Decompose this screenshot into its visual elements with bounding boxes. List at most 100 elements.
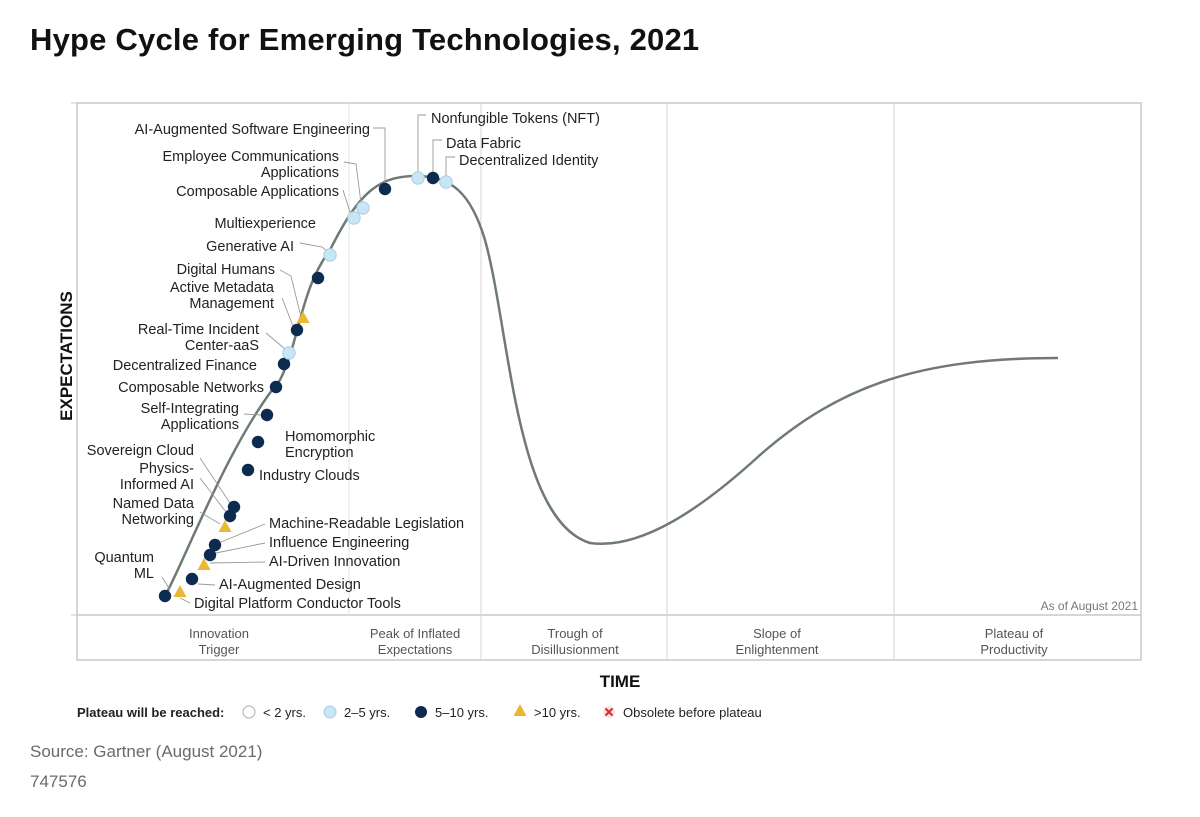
leader-line [417, 114, 426, 172]
technology-label: AI-Augmented Software Engineering [135, 122, 370, 138]
legend-label: Obsolete before plateau [623, 705, 762, 720]
technology-label-line: Industry Clouds [259, 468, 360, 484]
technology-label-line: Sovereign Cloud [87, 443, 194, 459]
technology-label: Generative AI [206, 239, 294, 255]
technology-label-line: Informed AI [120, 477, 194, 493]
technology-label: Digital Platform Conductor Tools [194, 596, 401, 612]
technology-label-line: AI-Augmented Software Engineering [135, 122, 370, 138]
legend-label: 5–10 yrs. [435, 705, 488, 720]
technology-label-line: Networking [121, 512, 194, 528]
legend-heading: Plateau will be reached: [77, 705, 224, 720]
technology-label: Physics-Informed AI [120, 461, 194, 493]
technology-label-line: Digital Platform Conductor Tools [194, 596, 401, 612]
technology-label-line: Named Data [113, 496, 195, 512]
marker-light-dot [323, 248, 337, 262]
technology-label: AI-Driven Innovation [269, 554, 400, 570]
technology-label-line: Generative AI [206, 239, 294, 255]
marker-dark-dot [203, 548, 217, 562]
marker-dark-dot [290, 323, 304, 337]
technology-label-line: Real-Time Incident [138, 322, 259, 338]
technology-label-line: Digital Humans [177, 262, 275, 278]
technology-label-line: Multiexperience [214, 216, 316, 232]
technology-label: Machine-Readable Legislation [269, 516, 464, 532]
technology-label: AI-Augmented Design [219, 577, 361, 593]
technology-label-line: Machine-Readable Legislation [269, 516, 464, 532]
legend-label: < 2 yrs. [263, 705, 306, 720]
hype-curve [163, 174, 1059, 597]
x-axis-title: TIME [600, 672, 641, 691]
chart-title: Hype Cycle for Emerging Technologies, 20… [30, 22, 700, 57]
phase-label: Slope of Enlightenment [735, 626, 818, 657]
leader-line [215, 542, 266, 554]
leader-line [281, 297, 294, 327]
phase-label-line: Enlightenment [735, 642, 818, 657]
phase-label: Peak of Inflated Expectations [370, 626, 460, 657]
technology-label: Data Fabric [446, 136, 521, 152]
leader-line [209, 561, 266, 564]
phase-label-line: Innovation [189, 626, 249, 641]
technology-label: Decentralized Identity [459, 153, 599, 169]
technology-label-line: Composable Networks [118, 380, 264, 396]
legend-cross-icon [603, 706, 615, 718]
technology-label: Self-Integrating Applications [141, 401, 239, 433]
phase-label-line: Plateau of [985, 626, 1044, 641]
phase-label-line: Trough of [547, 626, 603, 641]
marker-dark-dot [158, 589, 172, 603]
plot-frame [76, 102, 1142, 661]
source-note: Source: Gartner (August 2021) [30, 742, 263, 761]
legend-white-dot [242, 705, 256, 719]
leader-line [445, 156, 455, 176]
legend-triangle [513, 704, 527, 716]
phase-label: Trough of Disillusionment [531, 626, 619, 657]
legend-label: >10 yrs. [534, 705, 581, 720]
technology-label-line: Encryption [285, 445, 354, 461]
technology-label-line: Data Fabric [446, 136, 521, 152]
technology-label: Composable Applications [176, 184, 339, 200]
marker-layer [158, 171, 453, 603]
marker-dark-dot [311, 271, 325, 285]
technology-label-line: AI-Augmented Design [219, 577, 361, 593]
technology-label: Influence Engineering [269, 535, 409, 551]
leader-line [299, 242, 328, 252]
technology-label-line: Applications [161, 417, 239, 433]
leader-line [243, 413, 262, 416]
technology-label: Active Metadata Management [170, 280, 275, 312]
leader-line [199, 457, 231, 504]
marker-light-dot [439, 175, 453, 189]
technology-label: Industry Clouds [259, 468, 360, 484]
y-axis-title: EXPECTATIONS [57, 291, 76, 421]
phase-label-line: Disillusionment [531, 642, 619, 657]
leader-line [199, 511, 221, 525]
technology-label-line: Decentralized Finance [113, 358, 257, 374]
leader-line [265, 332, 286, 350]
technology-label: Employee Communications Applications [163, 149, 340, 181]
technology-label-line: Nonfungible Tokens (NFT) [431, 111, 600, 127]
document-id: 747576 [30, 772, 87, 791]
leader-line [161, 576, 171, 591]
marker-dark-dot [269, 380, 283, 394]
leader-line [279, 269, 301, 314]
marker-light-dot [347, 211, 361, 225]
technology-label: Composable Networks [118, 380, 264, 396]
marker-dark-dot [426, 171, 440, 185]
technology-label-line: Center-aaS [185, 338, 259, 354]
technology-label: Nonfungible Tokens (NFT) [431, 111, 600, 127]
leader-line [373, 127, 386, 183]
phase-label-line: Trigger [199, 642, 240, 657]
technology-label: Named Data Networking [113, 496, 195, 528]
technology-label: Decentralized Finance [113, 358, 257, 374]
legend-label: 2–5 yrs. [344, 705, 390, 720]
leader-line [432, 139, 442, 172]
phase-label: Plateau of Productivity [980, 626, 1048, 657]
phase-label-line: Productivity [980, 642, 1048, 657]
technology-label-line: Influence Engineering [269, 535, 409, 551]
leader-line [342, 189, 351, 213]
leader-line [199, 477, 227, 513]
technology-label-line: Quantum [94, 550, 154, 566]
marker-dark-dot [241, 463, 255, 477]
marker-dark-dot [378, 182, 392, 196]
leader-line [343, 161, 362, 204]
phase-label-line: Expectations [378, 642, 453, 657]
technology-label: Multiexperience [214, 216, 316, 232]
technology-label-line: Management [189, 296, 274, 312]
